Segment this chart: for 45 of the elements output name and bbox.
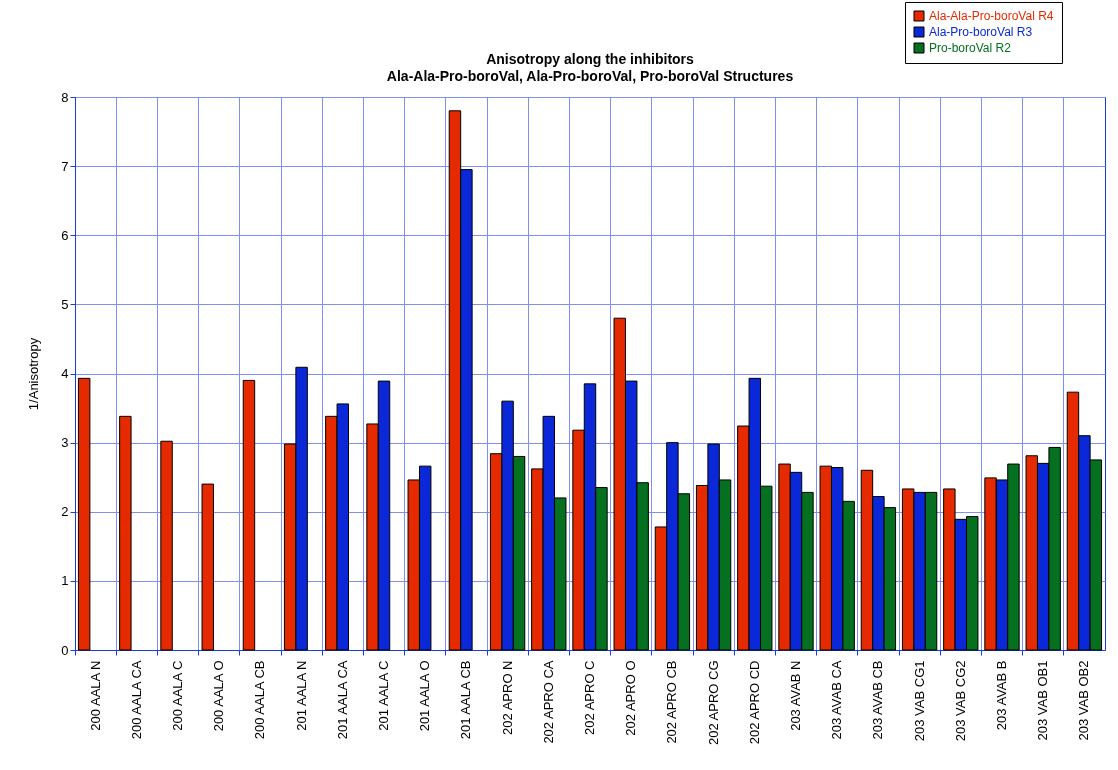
bar — [160, 440, 173, 651]
x-tick-label: 202 APRO N — [499, 660, 515, 735]
x-tick-label: 200 AALA N — [87, 660, 103, 731]
chart-title: Anisotropy along the inhibitors — [486, 50, 695, 67]
legend-label: Pro-boroVal R2 — [929, 41, 1012, 55]
x-tick-label: 200 AALA O — [211, 660, 227, 732]
y-tick-label: 0 — [61, 642, 69, 658]
x-tick-label: 201 AALA N — [293, 660, 309, 731]
x-tick-label: 202 APRO CB — [664, 660, 680, 744]
x-tick-label: 201 AALA O — [417, 660, 433, 732]
x-tick-label: 200 AALA C — [170, 660, 185, 731]
y-tick-label: 2 — [61, 504, 69, 520]
x-tick-label: 201 AALA CB — [458, 660, 474, 740]
bar — [242, 379, 256, 651]
x-tick-label: 202 APRO CD — [746, 660, 762, 745]
x-tick-label: 200 AALA CA — [128, 660, 144, 740]
x-tick-label: 203 VAB OB2 — [1076, 660, 1092, 741]
y-tick-label: 4 — [61, 366, 69, 381]
x-tick-label: 203 AVAB N — [788, 660, 803, 731]
bar — [201, 483, 214, 651]
x-tick-label: 202 APRO CA — [540, 660, 556, 744]
legend-label: Ala-Ala-Pro-boroVal R4 — [929, 9, 1054, 23]
y-axis-title: 1/Anisotropy — [26, 337, 42, 411]
y-tick-label: 1 — [61, 573, 69, 589]
x-tick-label: 203 AVAB CB — [870, 660, 886, 740]
x-tick-label: 203 VAB CG1 — [911, 660, 927, 742]
x-tick-label: 203 AVAB B — [994, 660, 1009, 731]
x-tick-label: 202 APRO CG — [705, 660, 721, 746]
x-tick-label: 201 AALA C — [376, 660, 391, 731]
y-tick-label: 5 — [61, 296, 69, 312]
y-tick-label: 7 — [61, 158, 69, 174]
y-tick-label: 3 — [61, 435, 69, 451]
x-tick-label: 203 VAB OB1 — [1035, 660, 1051, 741]
chart-subtitle: Ala-Ala-Pro-boroVal, Ala-Pro-boroVal, Pro-boroVal Structures — [386, 67, 794, 84]
bar — [119, 415, 132, 651]
x-tick-label: 202 APRO C — [582, 660, 597, 735]
x-tick-label: 201 AALA CA — [334, 660, 350, 740]
x-tick-label: 202 APRO O — [623, 660, 639, 736]
x-tick-label: 203 AVAB CA — [829, 660, 845, 740]
legend-label: Ala-Pro-boroVal R3 — [929, 25, 1033, 39]
y-tick-label: 8 — [61, 89, 69, 105]
x-tick-label: 200 AALA CB — [252, 660, 268, 740]
bar — [77, 377, 91, 651]
x-tick-label: 203 VAB CG2 — [952, 660, 968, 742]
y-tick-label: 6 — [61, 227, 69, 243]
